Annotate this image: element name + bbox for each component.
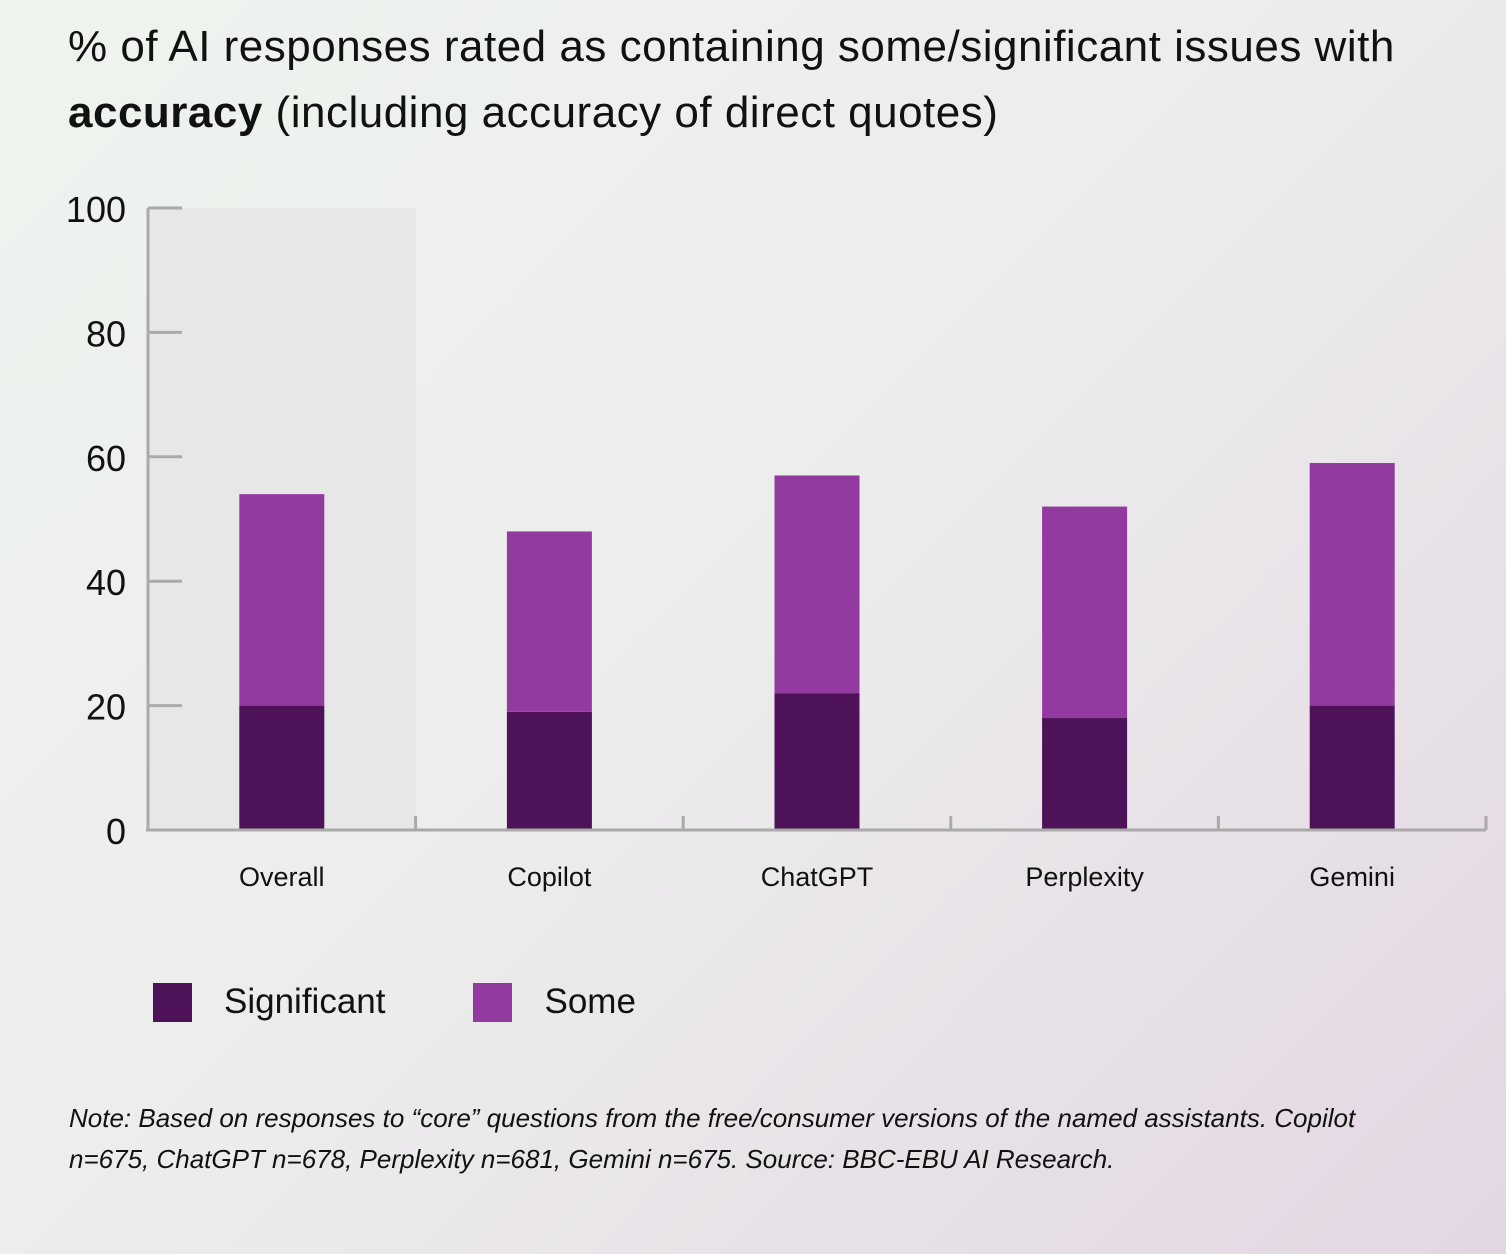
bar-some-gemini — [1309, 463, 1395, 706]
bar-some-chatgpt — [774, 475, 860, 694]
bar-some-perplexity — [1042, 506, 1128, 719]
bar-significant-overall — [239, 705, 325, 830]
x-tick-label: Perplexity — [1025, 862, 1144, 892]
bar-chart: 0 20 40 60 80 100 Overall Copilot ChatGPT Perplex… — [66, 189, 1488, 892]
bar-significant-perplexity — [1042, 718, 1128, 830]
footnote: Note: Based on responses to “core” quest… — [69, 1103, 1356, 1174]
legend-swatch-significant — [153, 982, 192, 1022]
bar-significant-copilot — [506, 711, 592, 830]
x-tick-label: Overall — [239, 862, 325, 892]
title-emphasis: accuracy — [68, 88, 263, 137]
y-tick-label: 80 — [86, 313, 126, 354]
x-tick-label: Copilot — [507, 862, 592, 892]
legend-label-some: Some — [544, 982, 636, 1021]
y-tick-label: 0 — [106, 811, 126, 852]
legend-label-significant: Significant — [224, 982, 386, 1021]
bar-significant-gemini — [1309, 705, 1395, 830]
x-tick-label: ChatGPT — [761, 862, 874, 892]
y-tick-label: 100 — [66, 189, 126, 230]
bar-significant-chatgpt — [774, 693, 860, 830]
legend: Significant Some — [153, 982, 724, 1022]
chart-title: % of AI responses rated as containing so… — [68, 14, 1488, 146]
legend-item-some: Some — [473, 982, 636, 1022]
bar-some-overall — [239, 494, 325, 706]
y-tick-label: 20 — [86, 687, 126, 728]
bar-some-copilot — [506, 531, 592, 712]
legend-swatch-some — [473, 982, 513, 1022]
y-tick-label: 60 — [86, 438, 126, 479]
legend-item-significant: Significant — [153, 982, 385, 1022]
title-text: % of AI responses rated as containing so… — [68, 22, 1395, 71]
title-suffix: (including accuracy of direct quotes) — [262, 88, 999, 137]
x-tick-label: Gemini — [1309, 862, 1395, 892]
y-tick-label: 40 — [86, 562, 126, 603]
